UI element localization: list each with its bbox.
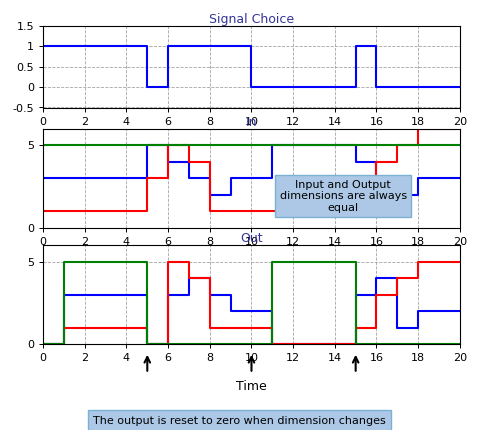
Text: The output is reset to zero when dimension changes: The output is reset to zero when dimensi… <box>93 416 386 426</box>
X-axis label: Time: Time <box>236 380 267 393</box>
Text: Input and Output
dimensions are always
equal: Input and Output dimensions are always e… <box>280 180 407 213</box>
Title: Out: Out <box>240 232 263 245</box>
Title: In: In <box>246 116 257 129</box>
Title: Signal Choice: Signal Choice <box>209 13 294 26</box>
